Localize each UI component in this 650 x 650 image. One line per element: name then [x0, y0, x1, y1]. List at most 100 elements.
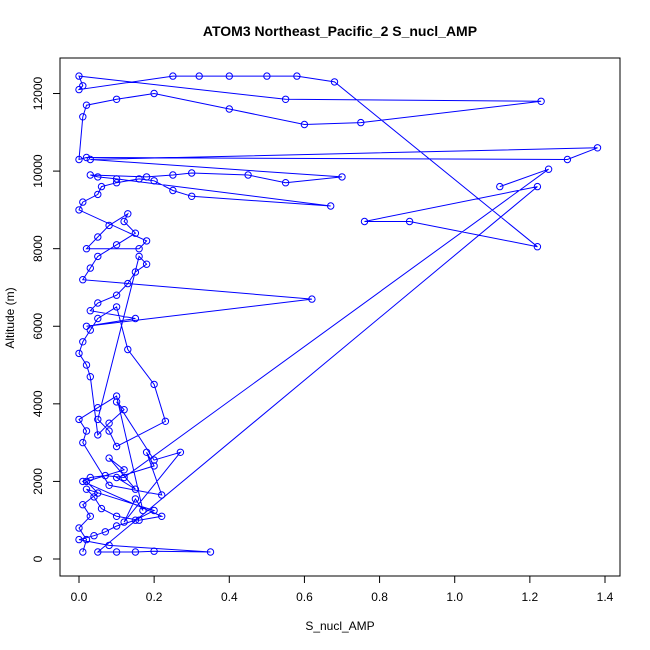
data-point	[82, 477, 91, 486]
data-point	[90, 532, 98, 540]
data-point	[112, 175, 121, 183]
data-point	[120, 518, 128, 526]
data-point	[563, 155, 572, 164]
data-point	[112, 473, 121, 482]
data-point	[327, 202, 335, 210]
data-point	[94, 314, 102, 323]
data-point	[75, 349, 83, 358]
x-tick-label: 1.0	[446, 590, 463, 604]
data-point	[82, 153, 91, 162]
data-point	[112, 442, 121, 451]
data-point	[86, 373, 95, 381]
data-point	[105, 221, 113, 230]
data-point	[86, 155, 95, 164]
data-point	[593, 144, 602, 152]
x-axis-title: S_nucl_AMP	[305, 619, 374, 633]
x-tick-label: 0.2	[146, 590, 163, 604]
y-tick-label: 0	[31, 555, 45, 562]
data-point	[120, 473, 128, 482]
data-point	[300, 120, 309, 129]
data-point	[82, 535, 91, 544]
data-point	[86, 512, 95, 520]
series-line	[77, 75, 598, 553]
x-tick-label: 0.4	[221, 590, 238, 604]
data-point	[94, 431, 102, 439]
plot-frame	[59, 57, 621, 577]
data-point	[142, 448, 151, 456]
data-point	[86, 473, 95, 482]
data-point	[94, 299, 102, 307]
data-point	[135, 245, 143, 253]
data-point	[86, 264, 95, 272]
data-point	[79, 198, 87, 206]
data-point	[533, 182, 542, 191]
data-point	[94, 404, 102, 412]
data-point	[112, 179, 121, 187]
data-point	[112, 512, 121, 520]
data-point	[97, 182, 106, 191]
data-point	[195, 72, 203, 80]
data-point	[79, 276, 87, 284]
data-point	[101, 471, 110, 480]
data-point	[124, 279, 132, 288]
data-point	[188, 169, 196, 177]
data-point	[79, 501, 87, 509]
data-point	[82, 427, 91, 435]
y-axis: 0 2000 4000 6000 8000 10000 12000	[31, 77, 61, 562]
y-tick-label: 8000	[31, 235, 45, 262]
data-point	[135, 516, 143, 524]
data-point	[131, 516, 140, 524]
data-point	[135, 252, 143, 261]
x-axis: 0.0 0.2 0.4 0.6 0.8 1.0 1.2 1.4	[71, 575, 614, 604]
data-point	[75, 206, 83, 214]
chart-title: ATOM3 Northeast_Pacific_2 S_nucl_AMP	[203, 23, 477, 39]
data-point	[293, 72, 301, 80]
data-point	[533, 243, 542, 251]
data-point	[169, 171, 177, 179]
data-point	[82, 245, 91, 253]
x-tick-label: 0.0	[71, 590, 88, 604]
data-point	[244, 171, 252, 179]
data-point	[75, 155, 83, 164]
data-point	[120, 217, 128, 226]
data-point	[112, 522, 121, 530]
data-point	[112, 291, 121, 299]
data-point	[405, 217, 414, 226]
data-point	[150, 380, 158, 389]
data-point	[94, 233, 102, 241]
data-point	[75, 85, 83, 94]
data-point	[225, 105, 234, 113]
x-tick-label: 0.8	[371, 590, 388, 604]
data-point	[131, 268, 140, 276]
data-point	[120, 406, 128, 414]
y-axis-title: Altitude (m)	[3, 287, 17, 348]
data-point	[101, 528, 110, 536]
data-point	[158, 512, 166, 520]
data-point	[360, 217, 369, 226]
data-point	[308, 295, 316, 303]
x-tick-label: 0.6	[296, 590, 313, 604]
y-tick-label: 4000	[31, 390, 45, 417]
data-point	[131, 548, 140, 556]
data-point	[82, 322, 91, 330]
data-point	[150, 506, 158, 515]
data-point	[82, 485, 91, 493]
data-point	[79, 113, 87, 121]
data-point	[120, 466, 128, 474]
data-point	[75, 72, 83, 80]
data-point	[544, 165, 553, 173]
data-point	[537, 97, 545, 106]
data-point	[94, 489, 102, 497]
data-point	[105, 419, 113, 427]
data-point	[79, 548, 87, 556]
data-point	[105, 481, 113, 489]
data-point	[357, 118, 365, 127]
data-point	[86, 171, 95, 179]
data-point	[94, 190, 102, 199]
data-point	[131, 485, 140, 493]
data-point	[131, 495, 140, 503]
data-point	[142, 173, 151, 181]
data-point	[150, 547, 158, 555]
data-point	[94, 173, 102, 181]
